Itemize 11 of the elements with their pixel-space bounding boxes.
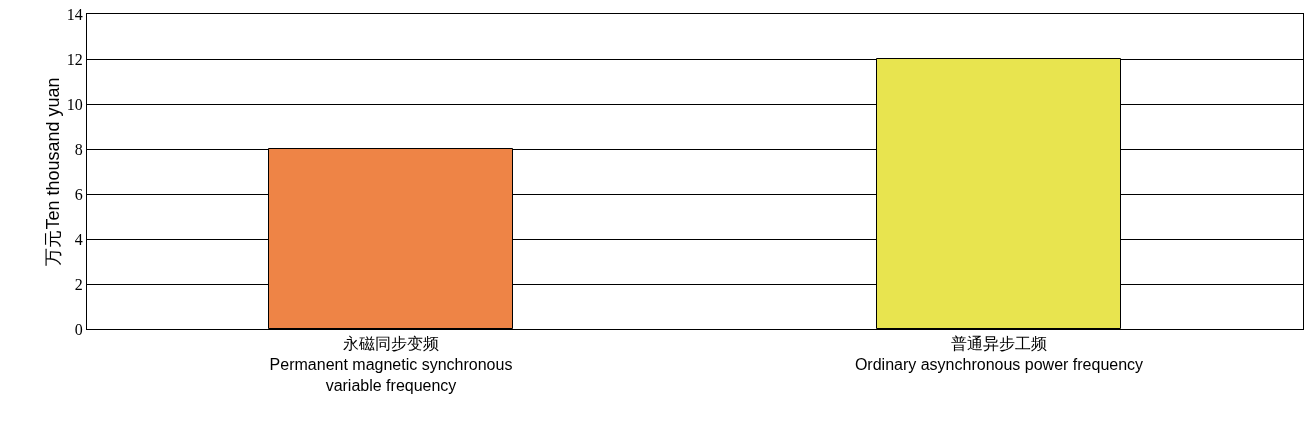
y-tick-label: 6 <box>74 185 83 203</box>
y-tick-label: 8 <box>74 140 83 158</box>
y-tick-label: 14 <box>66 5 83 23</box>
y-tick-label: 2 <box>74 275 83 293</box>
x-tick-label: 永磁同步变频 Permanent magnetic synchronous variable frequency <box>269 335 513 394</box>
x-tick-label: 普通异步工频 Ordinary asynchronous power frequency <box>854 335 1144 373</box>
y-tick-label: 10 <box>66 95 83 113</box>
y-tick-label: 12 <box>66 50 83 68</box>
y-axis-title: 万元Ten thousand yuan <box>43 77 63 266</box>
y-tick-label: 4 <box>74 230 83 248</box>
y-tick-label: 0 <box>74 320 83 338</box>
